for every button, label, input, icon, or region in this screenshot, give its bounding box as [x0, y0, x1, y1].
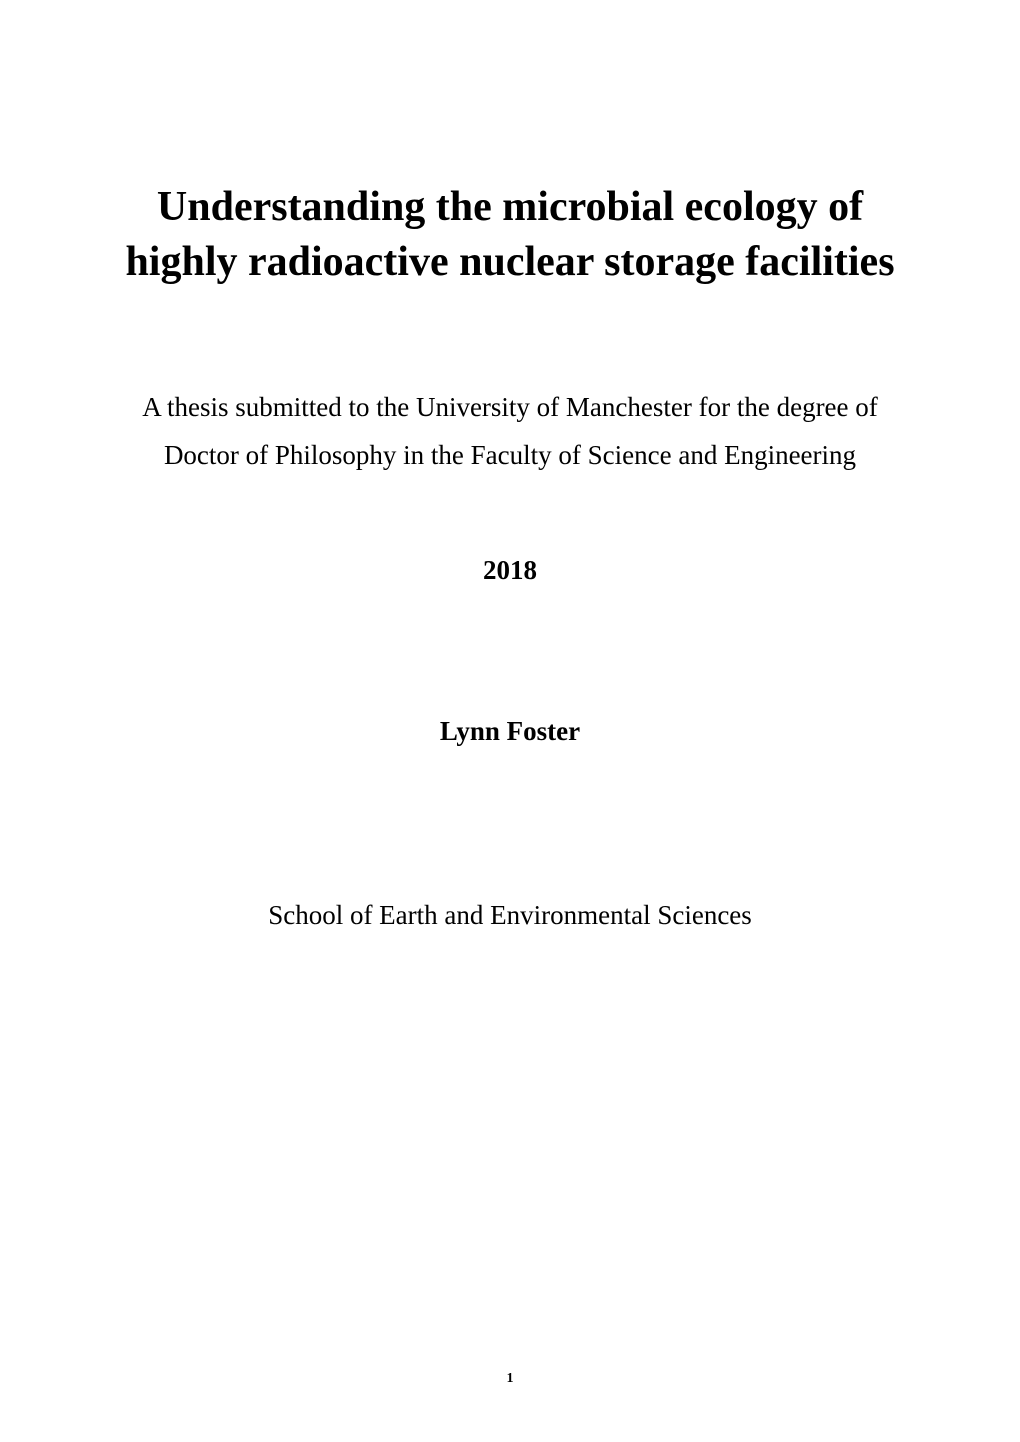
school-name: School of Earth and Environmental Scienc… — [268, 897, 752, 935]
thesis-title: Understanding the microbial ecology of h… — [120, 180, 900, 289]
submission-statement-line-1: A thesis submitted to the University of … — [142, 389, 878, 427]
author-name: Lynn Foster — [440, 716, 580, 747]
thesis-year: 2018 — [483, 555, 537, 586]
thesis-title-page: Understanding the microbial ecology of h… — [0, 0, 1020, 1442]
submission-statement-line-2: Doctor of Philosophy in the Faculty of S… — [164, 437, 856, 475]
page-number: 1 — [507, 1371, 514, 1387]
